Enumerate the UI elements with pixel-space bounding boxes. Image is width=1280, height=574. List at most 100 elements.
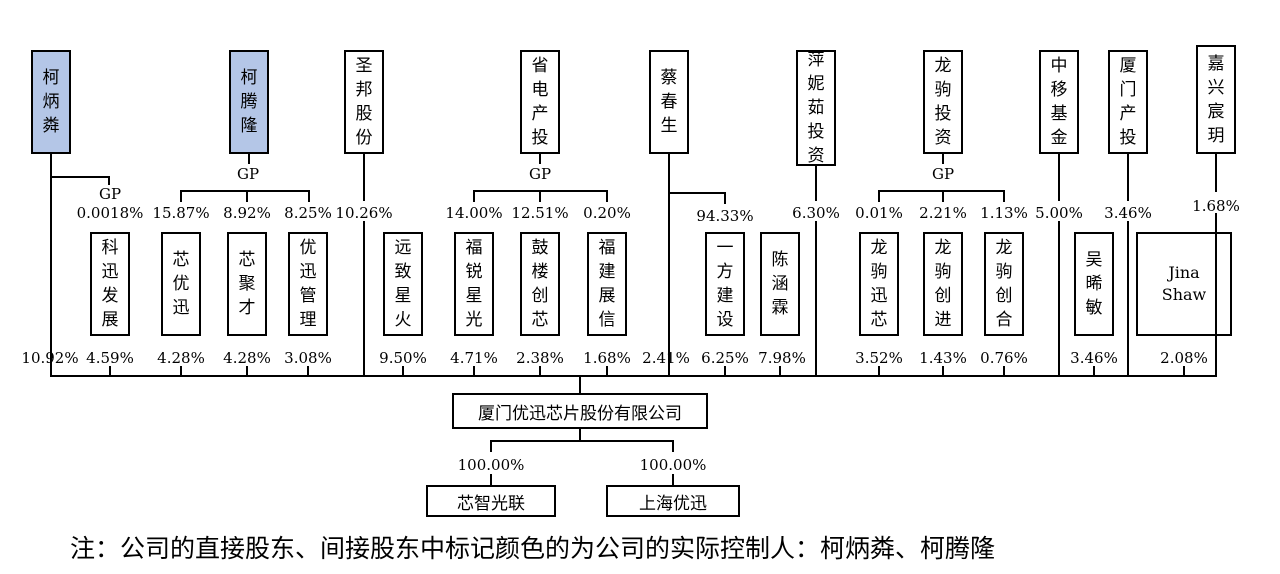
pct-label: 0.20% (583, 204, 631, 222)
line (363, 221, 365, 376)
pct-label: 8.25% (284, 204, 332, 222)
entity-kexun: 科迅发展 (90, 232, 130, 336)
line (724, 192, 726, 204)
pct-label: 5.00% (1035, 204, 1083, 222)
pct-label: 10.26% (335, 204, 393, 222)
line (668, 192, 726, 194)
line (878, 190, 880, 202)
line (490, 440, 492, 452)
line (539, 366, 541, 376)
line (50, 176, 110, 178)
line (108, 176, 110, 185)
entity-label: 龙驹迅芯 (870, 238, 888, 330)
line (668, 154, 670, 376)
pct-label: 2.38% (516, 349, 564, 367)
pct-label: 14.00% (445, 204, 503, 222)
entity-label: 柯腾隆 (240, 68, 258, 136)
pct-label: 94.33% (696, 207, 754, 225)
pct-label: 3.52% (855, 349, 903, 367)
gp-label: GP (98, 185, 122, 203)
entity-label: 龙驹投资 (934, 56, 952, 148)
entity-label: 厦门产投 (1119, 56, 1137, 148)
line (180, 190, 182, 202)
line (402, 366, 404, 376)
line (878, 190, 1005, 192)
pct-label: 0.01% (855, 204, 903, 222)
pct-label: 2.21% (919, 204, 967, 222)
entity-label: 柯炳粦 (42, 68, 60, 136)
entity-ping-niru: 萍妮茹投资 (796, 50, 836, 166)
line (473, 366, 475, 376)
line (1215, 154, 1217, 192)
shareholder-bus-line (50, 375, 1217, 377)
line (1215, 213, 1217, 376)
pct-label: 0.76% (980, 349, 1028, 367)
line (307, 366, 309, 376)
line (1003, 190, 1005, 202)
line (1058, 154, 1060, 201)
entity-label: 吴晞敏 (1085, 250, 1103, 318)
line (606, 190, 608, 202)
entity-shengdiantou: 省电产投 (520, 50, 560, 154)
entity-youxun-guanli: 优迅管理 (288, 232, 328, 336)
pct-label: 7.98% (758, 349, 806, 367)
entity-fujian: 福建展信 (587, 232, 627, 336)
entity-chen: 陈涵霖 (760, 232, 800, 336)
line (606, 366, 608, 376)
line (1127, 154, 1129, 201)
entity-longju-chuangjin: 龙驹创进 (923, 232, 963, 336)
entity-gulou: 鼓楼创芯 (520, 232, 560, 336)
pct-label: 10.92% (21, 349, 79, 367)
entity-jina: Jina Shaw (1136, 232, 1232, 336)
line (1003, 366, 1005, 376)
entity-longju: 龙驹投资 (923, 50, 963, 154)
line (246, 366, 248, 376)
line (539, 190, 541, 202)
line (815, 166, 817, 201)
line (672, 440, 674, 452)
pct-label: 2.41% (642, 349, 690, 367)
entity-label: 中移基金 (1050, 56, 1068, 148)
line (180, 366, 182, 376)
entity-label: 龙驹创进 (934, 238, 952, 330)
entity-zhongyi: 中移基金 (1039, 50, 1079, 154)
entity-label: 芯聚才 (238, 250, 256, 318)
entity-label: 陈涵霖 (771, 250, 789, 318)
pct-label: 4.28% (157, 349, 205, 367)
entity-label: 优迅管理 (299, 238, 317, 330)
entity-yifang: 一方建设 (705, 232, 745, 336)
pct-label: 1.68% (583, 349, 631, 367)
line (672, 474, 674, 486)
entity-label: 嘉兴宸玥 (1207, 53, 1225, 146)
line (1127, 221, 1129, 376)
entity-shengbang: 圣邦股份 (344, 50, 384, 154)
line (490, 440, 674, 442)
pct-label: 3.46% (1070, 349, 1118, 367)
entity-label: 福建展信 (598, 238, 616, 330)
line (579, 428, 581, 441)
jina-label: Jina Shaw (1161, 263, 1207, 304)
line (246, 190, 248, 202)
entity-furui: 福锐星光 (454, 232, 494, 336)
entity-label: 福锐星光 (465, 238, 483, 330)
pct-label: 6.25% (701, 349, 749, 367)
pct-label: 3.46% (1104, 204, 1152, 222)
pct-label: 1.13% (980, 204, 1028, 222)
line (942, 154, 944, 164)
gp-label: GP (931, 165, 955, 183)
line (724, 366, 726, 376)
entity-xiamen-chantou: 厦门产投 (1108, 50, 1148, 154)
entity-label: 科迅发展 (101, 238, 119, 330)
pct-label: 6.30% (792, 204, 840, 222)
pct-label: 4.28% (223, 349, 271, 367)
entity-wu: 吴晞敏 (1074, 232, 1114, 336)
line (248, 154, 250, 164)
line (942, 190, 944, 202)
entity-label: 芯优迅 (172, 250, 190, 318)
entity-jiaxing: 嘉兴宸玥 (1196, 45, 1236, 154)
subsidiary-left-name: 芯智光联 (457, 493, 525, 514)
pct-label: 1.68% (1192, 197, 1240, 215)
company-name: 厦门优迅芯片股份有限公司 (478, 403, 682, 424)
line (579, 375, 581, 394)
line (109, 366, 111, 376)
